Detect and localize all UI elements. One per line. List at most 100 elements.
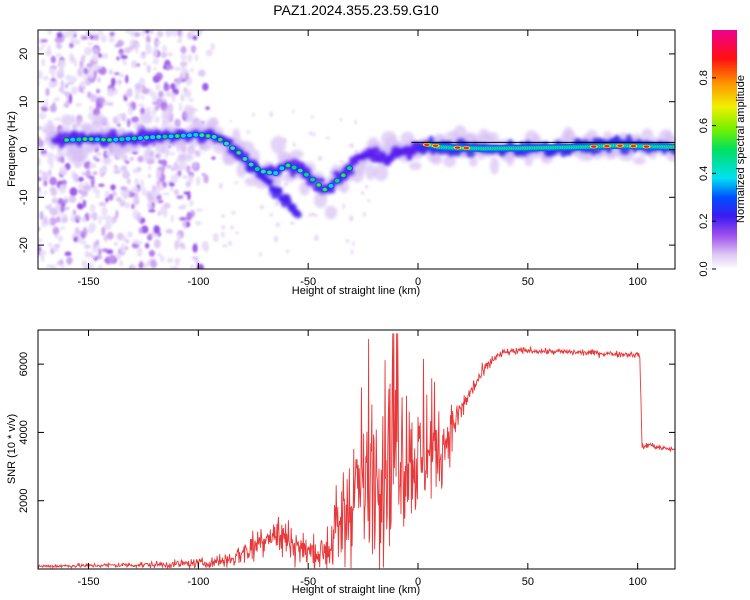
noise-blob xyxy=(153,67,157,71)
track-blob xyxy=(155,142,170,155)
noise-blob xyxy=(196,30,202,38)
track-blob xyxy=(641,128,654,142)
noise-blob xyxy=(46,151,55,161)
noise-blob xyxy=(227,241,233,246)
noise-blob xyxy=(364,184,369,189)
track-blob xyxy=(175,134,179,138)
noise-blob xyxy=(292,109,295,114)
noise-blob xyxy=(48,81,56,89)
noise-blob xyxy=(50,55,56,64)
noise-blob xyxy=(162,44,168,53)
noise-blob xyxy=(259,205,265,210)
noise-blob xyxy=(101,248,109,253)
noise-blob xyxy=(75,119,82,126)
noise-blob xyxy=(202,82,209,91)
track-blob xyxy=(131,136,137,141)
noise-blob xyxy=(340,159,344,164)
noise-blob xyxy=(56,148,64,158)
track-blob xyxy=(262,170,265,173)
noise-blob xyxy=(197,69,206,77)
noise-blob xyxy=(105,196,109,203)
track-blob xyxy=(187,133,193,138)
colorbar-tick-label: 0.4 xyxy=(698,166,710,181)
track-blob xyxy=(323,188,327,191)
noise-blob xyxy=(54,243,61,248)
noise-blob xyxy=(62,213,68,224)
noise-blob xyxy=(131,116,140,123)
spectrogram-y-tick-label: 10 xyxy=(18,96,30,108)
noise-blob xyxy=(103,234,108,243)
track-blob xyxy=(93,113,106,126)
noise-blob xyxy=(70,215,76,223)
track-blob xyxy=(298,169,302,172)
noise-blob xyxy=(117,39,124,47)
spectrogram-x-tick-label: 50 xyxy=(522,276,534,288)
noise-blob xyxy=(193,161,198,171)
noise-blob xyxy=(83,199,87,208)
noise-blob xyxy=(342,203,346,210)
noise-blob xyxy=(97,76,101,83)
colorbar-label: Normalized spectral amplitude xyxy=(735,75,747,223)
noise-blob xyxy=(40,149,48,156)
spectrogram-y-tick-label: 20 xyxy=(18,48,30,60)
noise-blob xyxy=(137,155,144,163)
noise-blob xyxy=(43,190,48,195)
noise-blob xyxy=(155,72,163,81)
track-blob xyxy=(76,137,82,142)
noise-blob xyxy=(123,191,131,197)
noise-blob xyxy=(91,178,95,189)
noise-blob xyxy=(177,30,182,37)
noise-blob xyxy=(183,87,188,93)
track-blob xyxy=(613,134,621,143)
noise-blob xyxy=(106,231,114,240)
track-blob xyxy=(315,177,326,184)
noise-blob xyxy=(233,181,239,184)
noise-blob xyxy=(258,252,263,257)
noise-blob xyxy=(80,57,86,63)
noise-blob xyxy=(93,185,98,194)
noise-blob xyxy=(113,241,119,247)
noise-blob xyxy=(189,30,197,35)
colorbar-tick-label: 0.8 xyxy=(698,70,710,85)
noise-blob xyxy=(152,101,159,106)
track-blob xyxy=(409,161,422,171)
noise-blob xyxy=(350,249,354,256)
noise-blob xyxy=(165,30,172,36)
noise-blob xyxy=(139,260,144,269)
noise-blob xyxy=(162,65,167,70)
noise-blob xyxy=(92,30,96,34)
noise-blob xyxy=(61,264,65,269)
noise-blob xyxy=(100,34,107,43)
noise-blob xyxy=(49,104,57,113)
noise-blob xyxy=(53,97,60,102)
noise-blob xyxy=(312,132,316,137)
noise-blob xyxy=(180,46,187,54)
noise-blob xyxy=(192,35,198,41)
track-blob xyxy=(89,137,93,141)
noise-blob xyxy=(73,173,79,183)
noise-blob xyxy=(127,231,133,238)
track-blob xyxy=(237,151,241,154)
noise-blob xyxy=(195,208,204,212)
noise-blob xyxy=(194,150,201,158)
noise-blob xyxy=(146,64,151,73)
noise-blob xyxy=(210,43,215,51)
colorbar-bar xyxy=(712,30,737,269)
noise-blob xyxy=(150,191,159,198)
noise-blob xyxy=(187,54,193,63)
track-blob xyxy=(602,131,613,140)
track-blob xyxy=(484,132,499,142)
track-blob xyxy=(113,137,119,142)
spectrogram-x-tick-label: 0 xyxy=(415,276,421,288)
track-blob xyxy=(225,142,228,145)
noise-blob xyxy=(112,191,117,197)
noise-blob xyxy=(55,53,63,58)
track-blob xyxy=(206,117,219,129)
noise-blob xyxy=(59,61,65,71)
noise-blob xyxy=(110,77,116,87)
noise-blob xyxy=(48,67,56,75)
colorbar-tick-label: 0.2 xyxy=(698,214,710,229)
noise-blob xyxy=(63,102,70,109)
track-blob xyxy=(139,112,154,124)
noise-blob xyxy=(69,58,76,64)
